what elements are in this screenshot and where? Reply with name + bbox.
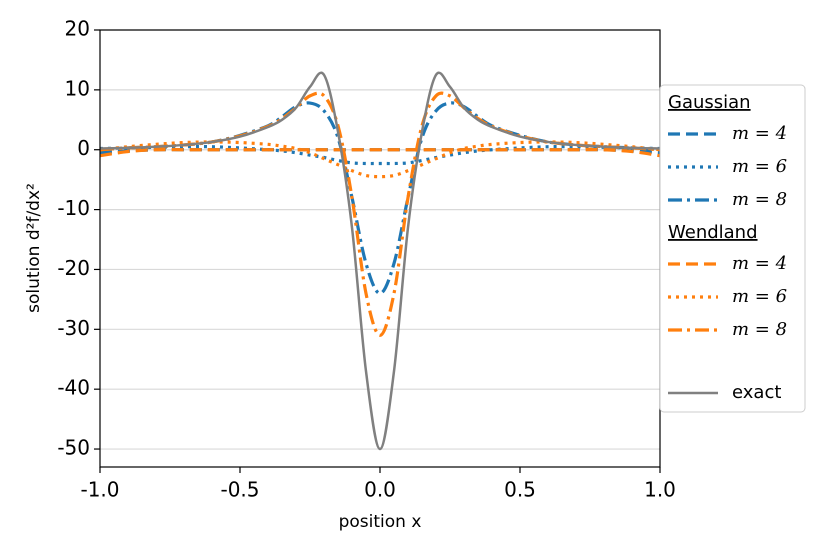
series-line xyxy=(100,101,660,295)
x-axis-label: position x xyxy=(339,512,422,532)
series-line xyxy=(100,145,660,166)
legend-label: m = 6 xyxy=(732,286,787,307)
legend-group-title: Gaussian xyxy=(668,92,751,113)
legend-label: m = 4 xyxy=(732,253,787,274)
x-tick-label: 0.0 xyxy=(364,478,396,502)
series-line xyxy=(100,71,660,451)
legend-label: exact xyxy=(732,382,781,403)
y-tick-label: -10 xyxy=(57,196,90,220)
y-tick-label: -50 xyxy=(57,436,90,460)
y-axis-label: solution d²f/dx² xyxy=(24,183,44,313)
y-tick-label: -30 xyxy=(57,316,90,340)
series-line xyxy=(100,140,660,179)
x-tick-label: -1.0 xyxy=(80,478,119,502)
legend-label: m = 4 xyxy=(732,123,787,144)
legend-label: m = 8 xyxy=(732,189,787,210)
x-tick-label: 0.5 xyxy=(504,478,536,502)
y-tick-label: -20 xyxy=(57,256,90,280)
x-tick-label: 1.0 xyxy=(644,478,676,502)
y-tick-label: 20 xyxy=(65,17,90,41)
legend-label: m = 8 xyxy=(732,319,787,340)
plot-frame xyxy=(99,29,661,468)
series-line xyxy=(100,91,660,337)
legend-group-title: Wendland xyxy=(668,222,758,243)
legend-label: m = 6 xyxy=(732,156,787,177)
y-tick-label: -40 xyxy=(57,376,90,400)
y-tick-label: 0 xyxy=(77,136,90,160)
series-line xyxy=(100,147,660,158)
x-tick-label: -0.5 xyxy=(220,478,259,502)
y-tick-label: 10 xyxy=(65,76,90,100)
